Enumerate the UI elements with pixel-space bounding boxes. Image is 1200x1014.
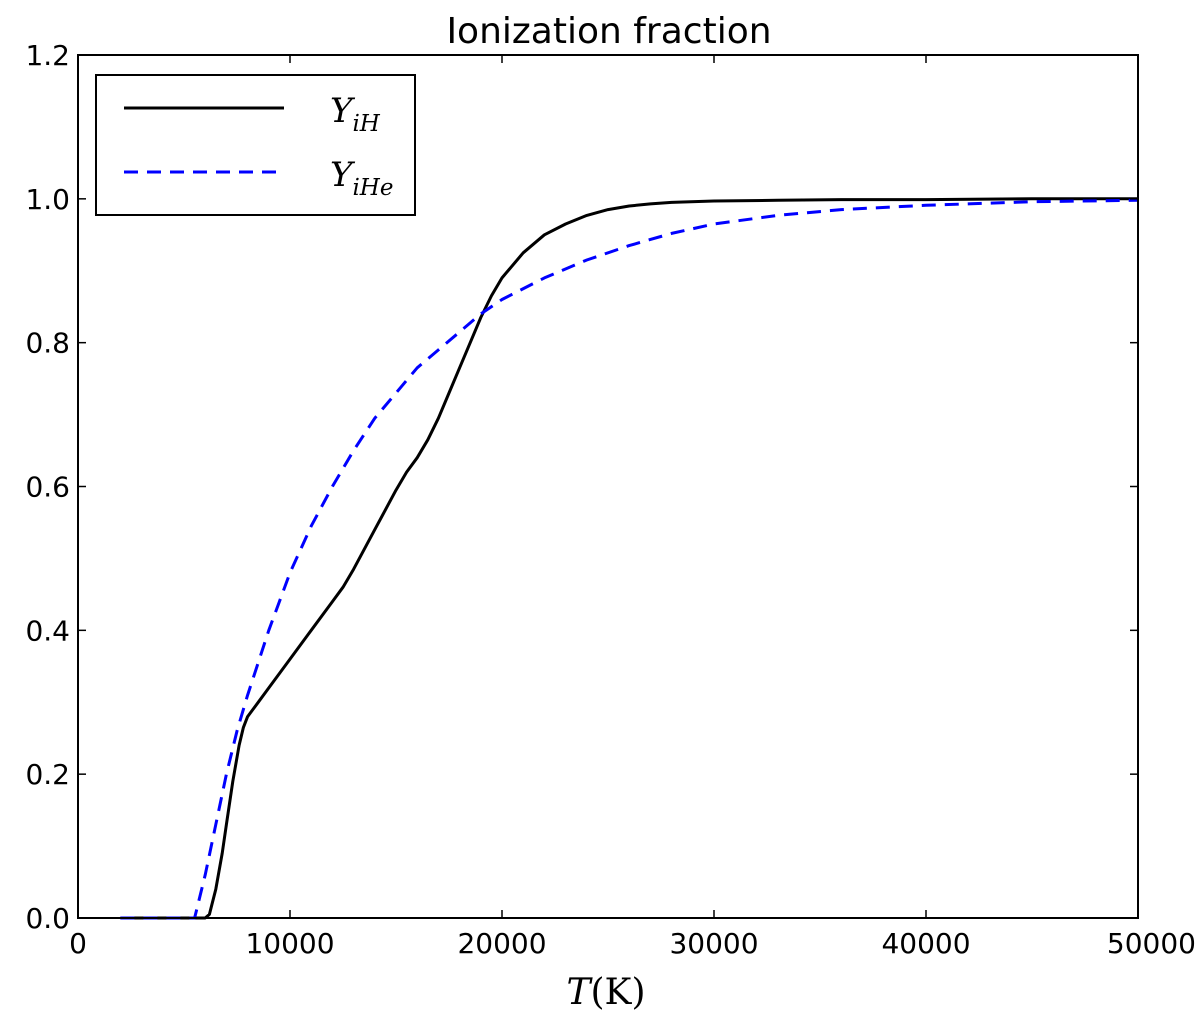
x-tick-label: 40000 [881,927,970,960]
x-tick-label: 10000 [245,927,334,960]
y-tick-label: 0.8 [25,327,70,360]
x-tick-label: 20000 [457,927,546,960]
y-tick-label: 0.4 [25,614,70,647]
plot-series [120,197,1139,920]
x-axis-label: T(K) [567,972,646,1013]
y-tick-label: 0.0 [25,902,70,935]
series-line-0 [120,197,1138,920]
axis-ticks [77,54,1139,919]
legend-label-yih: YiH [330,91,381,137]
y-tick-labels: 0.0 0.2 0.4 0.6 0.8 1.0 1.2 [25,39,70,935]
legend-label-yihe: YiHe [330,155,393,201]
y-tick-label: 1.2 [25,39,70,72]
x-tick-label: 0 [69,927,87,960]
x-tick-label: 50000 [1107,927,1196,960]
x-tick-label: 30000 [669,927,758,960]
chart-title: Ionization fraction [446,11,771,52]
y-tick-label: 0.6 [25,471,70,504]
legend-box [95,74,416,216]
series-line-1 [120,198,1139,920]
legend: YiH YiHe [95,74,416,216]
x-tick-labels: 0 10000 20000 30000 40000 50000 [69,927,1196,960]
y-tick-label: 1.0 [25,183,70,216]
y-tick-label: 0.2 [25,758,70,791]
